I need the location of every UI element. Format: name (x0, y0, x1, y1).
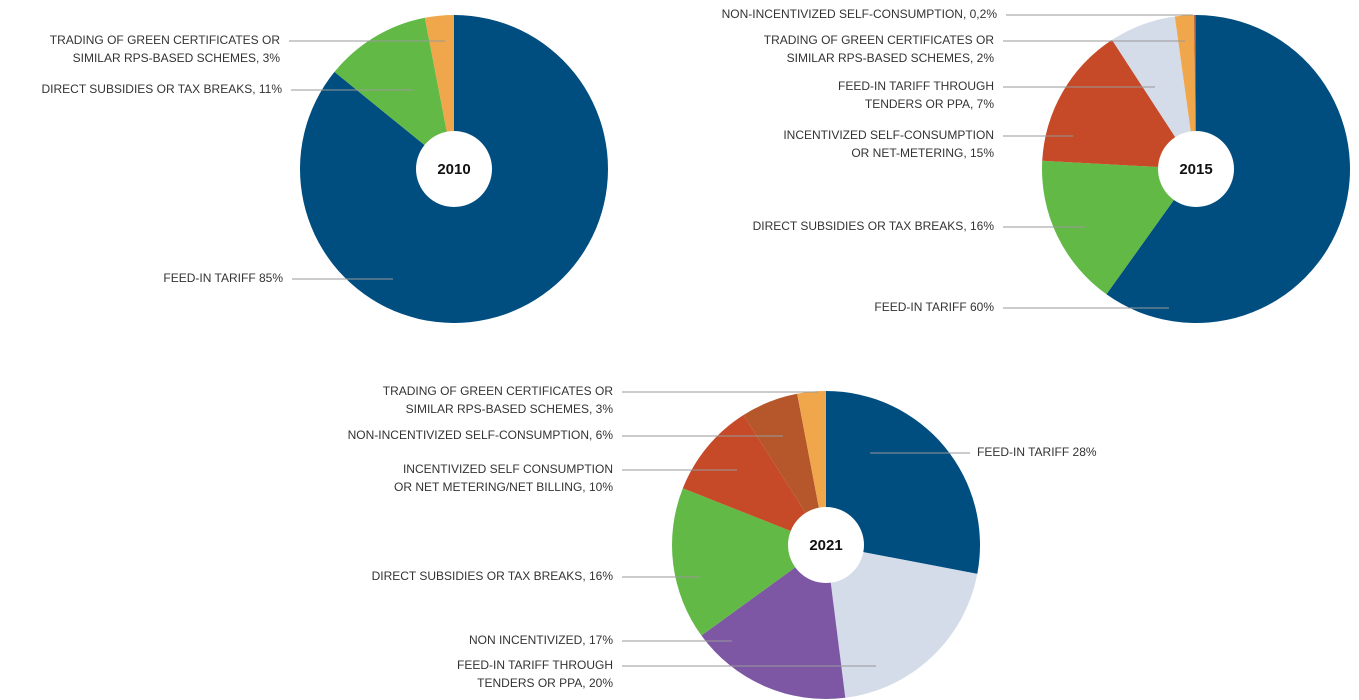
pie-slice (826, 545, 978, 698)
slice-label: TENDERS OR PPA, 20% (477, 676, 613, 690)
pie-slice (1042, 160, 1196, 295)
pie-slice (743, 393, 826, 545)
slice-label: NON-INCENTIVIZED SELF-CONSUMPTION, 0,2% (722, 7, 998, 21)
slice-label: TRADING OF GREEN CERTIFICATES OR (50, 33, 281, 47)
slice-label: SIMILAR RPS-BASED SCHEMES, 3% (406, 402, 614, 416)
slice-label: NON-INCENTIVIZED SELF-CONSUMPTION, 6% (348, 428, 614, 442)
pie-slice (1042, 39, 1196, 170)
pie-slice (334, 17, 454, 170)
pie-year: 2010 (437, 161, 470, 178)
slice-label: DIRECT SUBSIDIES OR TAX BREAKS, 16% (753, 219, 995, 233)
pie-slice (797, 391, 826, 545)
slice-label: SIMILAR RPS-BASED SCHEMES, 2% (787, 51, 995, 65)
slice-label: TRADING OF GREEN CERTIFICATES OR (383, 384, 614, 398)
pie-slice (1174, 15, 1196, 169)
slice-label: INCENTIVIZED SELF CONSUMPTION (403, 462, 613, 476)
pie-slice (701, 545, 846, 699)
slice-label: TENDERS OR PPA, 7% (865, 97, 994, 111)
slice-label: FEED-IN TARIFF THROUGH (457, 658, 613, 672)
pie-hole (416, 131, 492, 207)
pie-hole (788, 507, 864, 583)
slice-label: INCENTIVIZED SELF-CONSUMPTION (783, 128, 994, 142)
pie-slice (671, 488, 826, 636)
pie-slice (682, 414, 826, 545)
pie-slice (826, 391, 980, 574)
slice-label: SIMILAR RPS-BASED SCHEMES, 3% (73, 51, 281, 65)
pie-year: 2015 (1179, 161, 1212, 178)
pie-hole (1158, 131, 1234, 207)
slice-label: FEED-IN TARIFF 60% (874, 300, 994, 314)
pie-year: 2021 (809, 537, 842, 554)
slice-label: FEED-IN TARIFF 85% (163, 271, 283, 285)
slice-label: TRADING OF GREEN CERTIFICATES OR (764, 33, 995, 47)
pie-slice (424, 15, 454, 169)
pie-slice (1112, 16, 1196, 170)
slice-label: FEED-IN TARIFF 28% (977, 445, 1097, 459)
slice-label: OR NET METERING/NET BILLING, 10% (394, 480, 613, 494)
slice-label: FEED-IN TARIFF THROUGH (838, 79, 994, 93)
slice-label: DIRECT SUBSIDIES OR TAX BREAKS, 16% (372, 569, 614, 583)
slice-label: NON INCENTIVIZED, 17% (469, 633, 613, 647)
pie-slice (1194, 15, 1196, 169)
slice-label: OR NET-METERING, 15% (851, 146, 994, 160)
slice-label: DIRECT SUBSIDIES OR TAX BREAKS, 11% (41, 82, 282, 96)
